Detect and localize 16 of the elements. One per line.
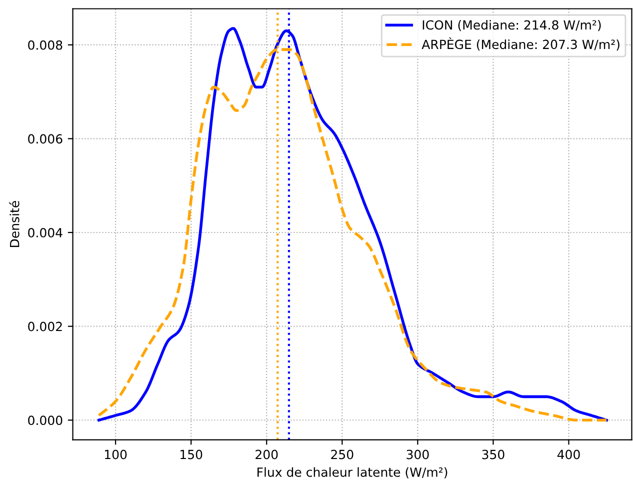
legend-label: ICON (Mediane: 214.8 W/m²) [422,20,601,32]
x-tick-label: 200 [256,450,278,460]
x-axis-title: Flux de chaleur latente (W/m²) [258,467,448,478]
y-tick-label: 0.004 [28,228,62,238]
x-tick-label: 300 [406,450,429,460]
y-tick-label: 0.008 [28,40,62,50]
y-axis-title: Densité [9,201,20,247]
x-tick-label: 250 [331,450,354,460]
x-tick-label: 350 [482,450,504,460]
y-tick-label: 0.000 [28,416,62,426]
y-tick-label: 0.002 [28,322,62,332]
x-tick-label: 400 [557,450,580,460]
legend-label: ARPÈGE (Mediane: 207.3 W/m²) [422,37,620,51]
x-tick-label: 150 [180,450,202,460]
y-tick-label: 0.006 [28,134,62,144]
x-tick-label: 100 [104,450,127,460]
